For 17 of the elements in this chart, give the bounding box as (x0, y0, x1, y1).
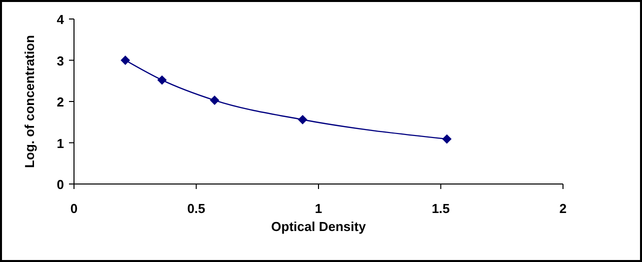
y-tick-label: 1 (56, 136, 64, 151)
y-axis-title: Log. of concentration (22, 35, 37, 168)
x-axis-title: Optical Density (271, 219, 367, 234)
x-tick-label: 1 (314, 201, 322, 216)
y-tick-label: 3 (56, 53, 64, 68)
x-tick-label: 2 (559, 201, 567, 216)
point (210, 96, 220, 105)
y-tick-label: 0 (56, 177, 64, 192)
y-tick-label: 4 (56, 12, 65, 27)
point (298, 115, 308, 124)
x-tick-label: 1.5 (432, 201, 450, 216)
point (442, 134, 452, 144)
x-tick-label: 0 (70, 201, 78, 216)
y-tick-label: 2 (56, 94, 64, 110)
point (120, 56, 130, 65)
x-tick-label: 0.5 (187, 201, 206, 216)
point (158, 76, 167, 85)
